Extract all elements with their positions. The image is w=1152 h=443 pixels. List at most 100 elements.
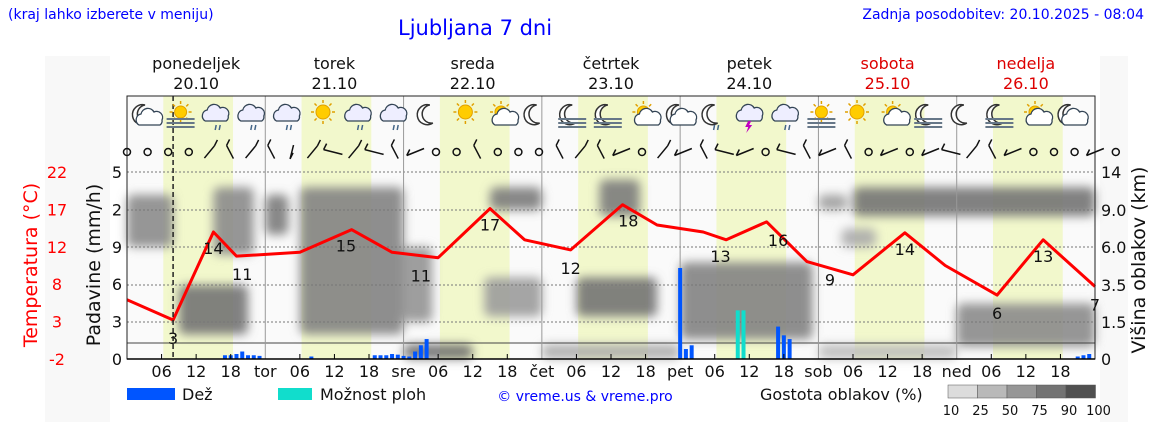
cloud-height-tick: 14 (1101, 163, 1121, 182)
wind-barb-feather (316, 139, 322, 147)
density-swatch (1065, 384, 1096, 399)
density-legend-title: Gostota oblakov (%) (760, 385, 923, 404)
rain-drop (214, 124, 217, 131)
wind-barb-feather (879, 149, 885, 156)
moon-cloud-icon (1057, 103, 1089, 126)
wind-barb-icon (203, 139, 219, 159)
last-updated: Zadnja posodobitev: 20.10.2025 - 08:04 (862, 7, 1144, 23)
rain-bar (407, 356, 412, 359)
temperature-label: 9 (825, 271, 835, 290)
rain-bar (384, 355, 389, 359)
calm-wind-icon (1111, 147, 1121, 157)
wind-barb-feather (364, 143, 369, 150)
temp-axis-panel (45, 56, 80, 422)
day-name: petek (727, 54, 773, 73)
hour-tick-label: 06 (566, 362, 586, 381)
sun-icon (849, 104, 865, 120)
copyright-link[interactable]: © vreme.us & vreme.pro (497, 389, 672, 405)
sun-icon (453, 100, 478, 124)
rain-bar (413, 351, 418, 359)
temperature-tick: 22 (47, 163, 67, 182)
cloud-icon (771, 103, 799, 122)
sun-fog-icon (166, 101, 195, 128)
day-name: torek (314, 54, 356, 73)
wind-barb-shaft (390, 145, 399, 159)
sun-fog-icon (807, 101, 836, 128)
day-date: 22.10 (450, 74, 496, 93)
cloud-icon (344, 103, 372, 122)
sun-ray (456, 117, 460, 122)
cloud-height-tick: 9.0 (1101, 201, 1126, 220)
rain-drop (360, 124, 364, 131)
sun-cloud-icon (881, 101, 911, 126)
sun-ray (313, 102, 318, 107)
rain-bar (1075, 356, 1080, 359)
wind-barb-feather (225, 139, 231, 146)
temperature-label: 18 (618, 212, 638, 231)
day-abbr-label: pet (667, 362, 693, 381)
moon-fog-icon (558, 103, 587, 128)
sun-icon (315, 104, 331, 120)
cloud-icon (735, 103, 764, 122)
density-level-label: 10 (943, 404, 960, 419)
location-hint[interactable]: (kraj lahko izberete v meniju) (8, 7, 214, 23)
sun-ray (847, 117, 852, 122)
wind-barb-icon (843, 139, 853, 159)
day-date: 21.10 (312, 74, 358, 93)
hour-tick-label: 18 (912, 362, 932, 381)
rain-bar (678, 267, 683, 359)
wind-barb-icon (574, 139, 589, 159)
wind-barb-shaft (612, 147, 631, 157)
temperature-tick: -2 (49, 350, 65, 369)
wind-barb-shaft (966, 145, 978, 159)
wind-barb-feather (940, 143, 946, 150)
page-title: Ljubljana 7 dni (398, 16, 553, 40)
wind-barb-icon (714, 143, 734, 156)
cloud-axis-panel (1100, 56, 1128, 422)
wind-barb-shaft (941, 148, 961, 156)
rain-drop (784, 124, 787, 131)
temperature-line (126, 203, 1097, 322)
wind-barb-feather (267, 139, 272, 146)
wind-barb-shaft (988, 145, 997, 159)
rain-bar (251, 355, 256, 359)
wind-barb-icon (673, 147, 693, 157)
wind-barb-icon (390, 139, 399, 159)
moon-cloud-icon (665, 103, 698, 126)
cloud-height-axis-title: Višina oblakov (km) (1128, 167, 1150, 354)
cloud-height-tick: 3.5 (1101, 276, 1126, 295)
rain-bar (240, 351, 245, 359)
rain-bar (689, 345, 694, 359)
wind-barb-shaft (267, 145, 276, 159)
wind-barb-icon (322, 143, 343, 156)
cloud-blob (818, 194, 848, 210)
hour-tick-label: 12 (739, 362, 759, 381)
moon-rain-icon (701, 103, 720, 131)
day-abbr-label: sob (804, 362, 832, 381)
wind-barb-feather (213, 139, 219, 147)
wind-barb-feather (666, 139, 672, 147)
hour-tick-label: 12 (324, 362, 344, 381)
wind-barb-icon (245, 139, 260, 159)
temperature-tick: 17 (47, 200, 67, 219)
rain-bar (257, 355, 262, 359)
sun-ray (862, 102, 867, 107)
wind-barb-shaft (736, 147, 754, 157)
rain-bar (372, 355, 377, 359)
sun-icon (174, 105, 188, 119)
rain-bar (787, 339, 792, 359)
wind-barb-shaft (1003, 147, 1022, 157)
calm-wind-icon (431, 147, 441, 157)
rain-drop (392, 124, 395, 131)
moon-fog-icon (593, 103, 622, 128)
wind-barb-shaft (364, 148, 384, 156)
precip-axis-panel (80, 56, 110, 422)
day-name: sreda (451, 54, 495, 73)
temperature-tick: 8 (52, 275, 62, 294)
sun-icon (845, 100, 869, 124)
sun-ray (172, 103, 176, 107)
density-swatch (977, 384, 1008, 399)
wind-barb-icon (612, 147, 631, 157)
wind-barb-icon (306, 139, 322, 159)
